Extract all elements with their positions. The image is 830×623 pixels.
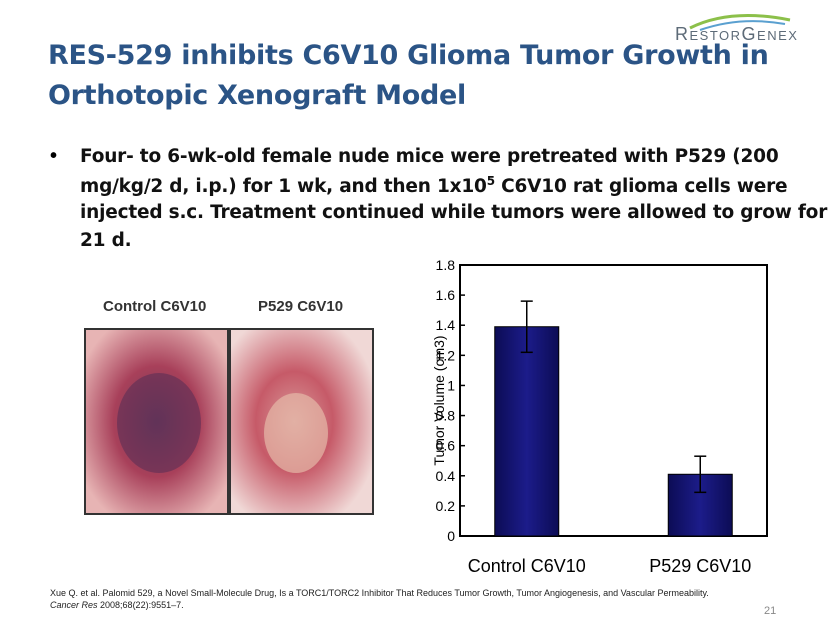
plot-frame — [459, 264, 768, 537]
y-tick-label: 0 — [447, 528, 455, 544]
superscript: 5 — [486, 174, 495, 188]
x-tick-label: Control C6V10 — [468, 556, 586, 576]
y-tick-label: 0.8 — [436, 408, 456, 424]
photo — [84, 328, 374, 515]
y-tick-label: 0.4 — [436, 468, 456, 484]
y-tick-label: 1.2 — [436, 347, 456, 363]
title: Orthotopic Xenograft Model — [48, 80, 466, 111]
photo-label: Control C6V10 — [103, 298, 207, 315]
y-tick-label: 1.4 — [436, 317, 456, 333]
photo-label: P529 C6V10 — [258, 298, 344, 315]
y-tick-label: 0.2 — [436, 498, 456, 514]
y-tick-label: 1 — [447, 377, 455, 393]
page-number: 21 — [764, 605, 777, 617]
bullet-text: Four- to 6-wk-old female nude mice were … — [80, 146, 779, 167]
y-tick-label: 0.6 — [436, 438, 456, 454]
bullet-text: 21 d. — [80, 230, 132, 251]
logo: RestorGenex — [675, 24, 799, 44]
bullet-text: injected s.c. Treatment continued while … — [80, 202, 828, 223]
y-axis-label: Tumor Volume (cm3) — [431, 335, 447, 465]
citation: Xue Q. et al. Palomid 529, a Novel Small… — [50, 587, 720, 611]
bullet-text: mg/kg/2 d, i.p.) for 1 wk, and then 1x10… — [80, 174, 788, 198]
title: RES-529 inhibits C6V10 Glioma Tumor Grow… — [48, 40, 769, 71]
bullet-dot: • — [50, 145, 58, 167]
journal: Cancer Res — [50, 600, 98, 610]
text: Xue Q. et al. Palomid 529, a Novel Small… — [50, 588, 709, 598]
logo-swoosh — [689, 14, 791, 31]
y-tick-label: 1.8 — [436, 257, 456, 273]
bar — [494, 326, 560, 537]
text: mg/kg/2 d, i.p.) for 1 wk, and then 1x10 — [80, 176, 487, 198]
y-tick-label: 1.6 — [436, 287, 456, 303]
x-tick-label: P529 C6V10 — [649, 556, 751, 576]
text: 2008;68(22):9551–7. — [97, 600, 184, 610]
text: C6V10 rat glioma cells were — [494, 176, 788, 198]
